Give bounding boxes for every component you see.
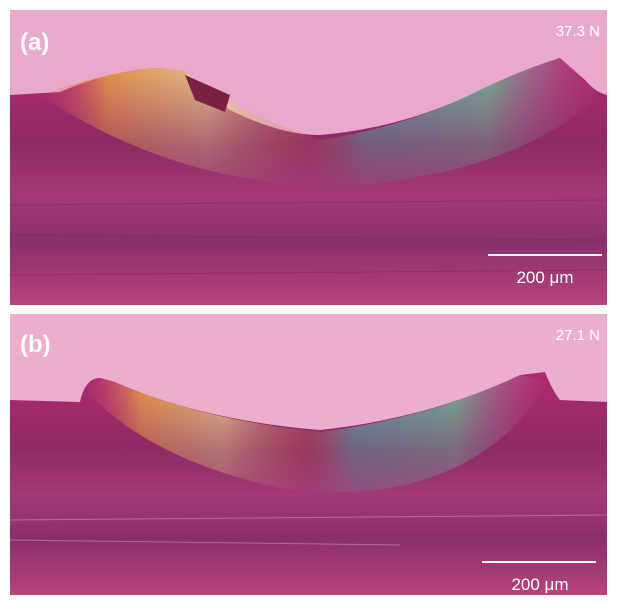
load-label: 37.3 N [556, 23, 600, 40]
panel-label: (a) [20, 29, 49, 56]
figure: (a) 37.3 N 200 μm (b) 27.1 N 200 μm [0, 0, 617, 604]
scale-label: 200 μm [516, 268, 573, 287]
panel-b: (b) 27.1 N 200 μm [10, 314, 607, 595]
panel-a: (a) 37.3 N 200 μm [10, 10, 607, 305]
page: {"panels": [ {"label": "(a)", "load": "3… [0, 0, 617, 604]
load-label: 27.1 N [556, 327, 600, 344]
scale-label: 200 μm [511, 575, 568, 594]
panel-label: (b) [20, 331, 51, 358]
